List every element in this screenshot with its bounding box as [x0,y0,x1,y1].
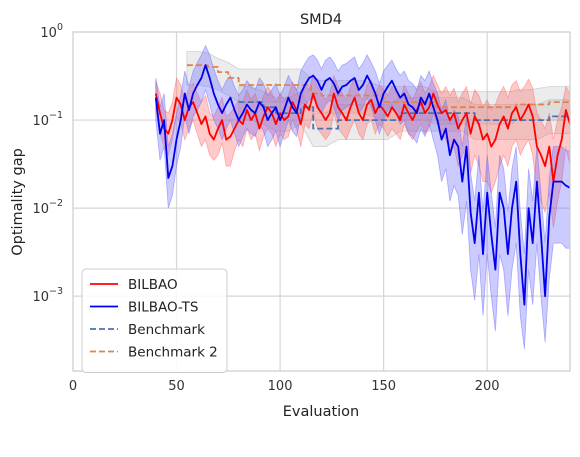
line-bilbao [154,92,570,183]
series-lines [154,64,570,306]
chart-title: SMD4 [300,12,342,28]
x-tick-label: 200 [475,379,500,394]
y-tick-label: 10−2 [32,198,63,217]
line-benchmark [238,101,570,130]
legend: BILBAO BILBAO-TS Benchmark Benchmark 2 [81,268,228,373]
line-benchmark-2 [186,64,570,109]
y-tick-label: 100 [40,22,63,41]
legend-label-benchmark: Benchmark [128,322,205,338]
x-tick-label: 50 [168,379,185,394]
legend-label-bilbao-ts: BILBAO-TS [128,300,198,316]
x-tick-label: 0 [69,379,77,394]
y-tick-label: 10−1 [32,110,63,129]
y-tick-label: 10−3 [32,286,63,305]
x-tick-label: 100 [268,379,293,394]
legend-label-bilbao: BILBAO [128,277,178,293]
x-tick-label: 150 [371,379,396,394]
band-benchmark [238,86,570,147]
legend-label-benchmark-2: Benchmark 2 [128,345,218,361]
band-bilbao-ts [155,44,570,350]
grid [73,32,570,371]
legend-box [81,268,228,373]
plot-frame [72,31,571,372]
y-axis-label: Optimality gap [10,148,26,256]
y-tick-labels: 100 10−1 10−2 10−3 [32,22,63,305]
line-bilbao-ts [154,64,570,306]
x-tick-labels: 0 50 100 150 200 [69,379,500,394]
x-axis-label: Evaluation [283,404,360,420]
